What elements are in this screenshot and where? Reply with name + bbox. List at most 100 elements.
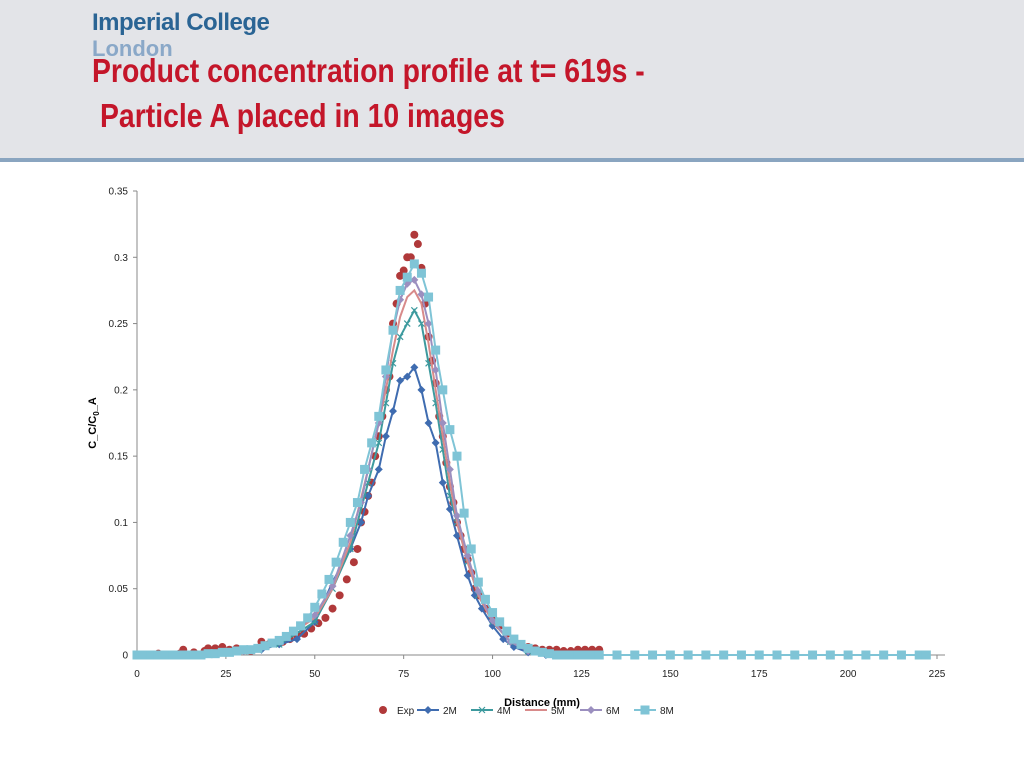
y-tick-label: 0.05 <box>109 584 129 595</box>
x-tick-label: 175 <box>751 669 768 680</box>
square-marker <box>523 643 533 653</box>
exp-point <box>413 240 422 249</box>
square-marker <box>253 643 263 653</box>
square-marker <box>381 365 391 375</box>
square-marker <box>772 650 782 660</box>
square-marker <box>683 650 693 660</box>
square-marker <box>416 268 426 278</box>
square-marker <box>516 639 526 649</box>
diamond-marker <box>346 531 355 540</box>
diamond-marker <box>488 616 497 625</box>
slide-title-line1: Product concentration profile at t= 619s… <box>92 52 645 89</box>
square-marker <box>587 650 597 660</box>
y-tick-label: 0.1 <box>114 518 128 529</box>
legend-item-6m: 6M <box>580 706 620 717</box>
square-marker <box>210 649 220 659</box>
y-tick-label: 0.2 <box>114 385 128 396</box>
legend-item-8m: 8M <box>634 705 674 717</box>
y-axis-label-main: C_C/C <box>87 416 99 449</box>
square-marker <box>559 650 569 660</box>
chart-legend: Exp 2M 4M 5M 6M 8M <box>379 705 674 717</box>
y-tick-label: 0.3 <box>114 253 128 264</box>
square-marker <box>509 634 519 644</box>
x-marker <box>396 333 404 341</box>
legend-label: 5M <box>551 706 565 717</box>
diamond-marker <box>463 551 472 560</box>
diamond-marker <box>424 319 433 328</box>
square-marker <box>139 650 149 660</box>
x-marker <box>403 320 411 327</box>
square-marker <box>388 325 398 335</box>
square-marker <box>409 259 419 269</box>
square-marker <box>790 650 800 660</box>
square-marker <box>665 650 675 660</box>
square-marker <box>701 650 711 660</box>
x-tick-label: 50 <box>309 669 321 680</box>
square-marker <box>431 345 441 355</box>
exp-point <box>300 629 309 638</box>
square-marker <box>153 650 163 660</box>
diamond-marker <box>424 419 433 427</box>
square-marker <box>566 650 576 660</box>
square-marker <box>459 508 469 518</box>
diamond-marker <box>445 465 454 474</box>
legend-label: 4M <box>497 706 511 717</box>
series-5m <box>137 288 927 656</box>
series-2m <box>133 363 931 659</box>
square-marker <box>424 292 434 302</box>
square-marker <box>552 650 562 660</box>
square-marker <box>594 650 604 660</box>
square-marker <box>132 650 142 660</box>
square-marker <box>473 577 483 587</box>
logo-imperial-college: Imperial College <box>92 9 270 36</box>
x-marker <box>375 439 383 447</box>
square-marker <box>217 647 227 657</box>
series-line-6m <box>137 278 927 656</box>
exp-point <box>399 266 408 275</box>
square-marker <box>352 498 362 508</box>
square-marker <box>612 650 622 660</box>
square-marker <box>530 646 540 656</box>
square-marker <box>736 650 746 660</box>
square-marker <box>246 645 256 655</box>
diamond-marker <box>381 432 390 441</box>
square-marker <box>324 574 334 584</box>
square-marker <box>480 594 490 604</box>
diamond-marker <box>328 582 337 591</box>
x-tick-label: 100 <box>484 669 501 680</box>
exp-point <box>342 575 351 584</box>
square-marker <box>719 650 729 660</box>
square-marker <box>445 425 455 435</box>
square-marker <box>267 638 277 648</box>
diamond-marker <box>389 407 397 416</box>
legend-item-exp: Exp <box>379 706 415 717</box>
square-marker <box>544 649 554 659</box>
chart-series <box>132 230 931 660</box>
exp-point <box>379 706 387 714</box>
x-marker <box>478 706 486 714</box>
diamond-marker <box>417 385 426 394</box>
square-marker <box>395 285 405 295</box>
y-axis-label: C_C/C0_A <box>87 397 101 449</box>
square-marker <box>260 641 270 651</box>
square-marker <box>374 411 384 421</box>
y-axis-label-tail: _A <box>87 397 99 412</box>
legend-item-5m: 5M <box>525 706 565 717</box>
square-marker <box>843 650 853 660</box>
square-marker <box>808 650 818 660</box>
diamond-marker <box>431 438 440 447</box>
x-tick-label: 25 <box>220 669 232 680</box>
x-tick-label: 150 <box>662 669 679 680</box>
diamond-marker <box>403 372 412 381</box>
square-marker <box>754 650 764 660</box>
square-marker <box>274 635 284 645</box>
diamond-marker <box>463 571 472 580</box>
square-marker <box>203 649 213 659</box>
series-4m <box>133 306 930 659</box>
exp-point <box>353 544 362 553</box>
square-marker <box>438 385 448 395</box>
square-marker <box>360 464 370 474</box>
square-marker <box>160 650 170 660</box>
square-marker <box>502 626 512 636</box>
x-tick-label: 75 <box>398 669 410 680</box>
